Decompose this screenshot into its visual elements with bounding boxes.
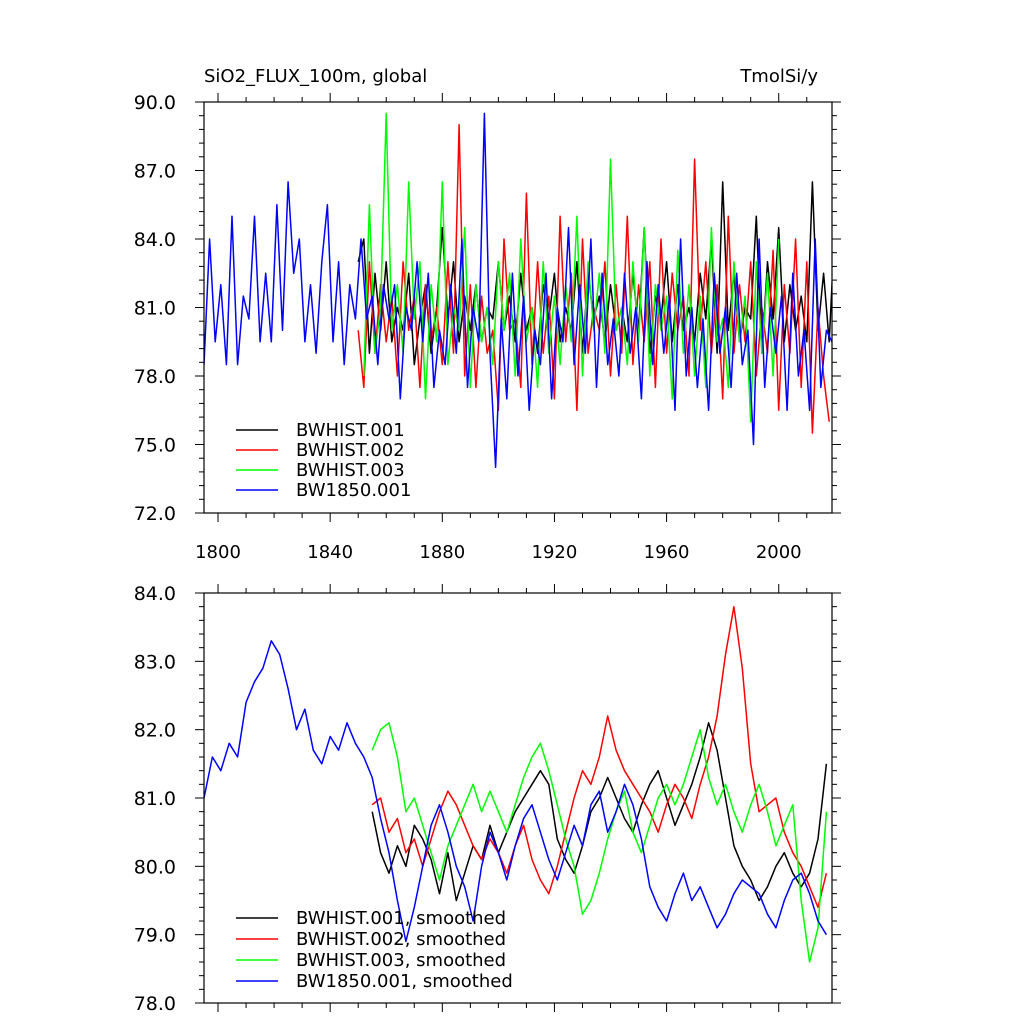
y-tick-label: 84.0 — [134, 229, 176, 251]
chart-title: SiO2_FLUX_100m, global — [204, 66, 427, 87]
legend-label: BWHIST.001, smoothed — [296, 908, 506, 929]
y-tick-label: 83.0 — [134, 651, 176, 673]
y-tick-label: 78.0 — [134, 366, 176, 388]
y-tick-label: 81.0 — [134, 788, 176, 810]
x-tick-label: 2000 — [756, 542, 802, 563]
y-tick-label: 81.0 — [134, 298, 176, 320]
legend-label: BW1850.001 — [296, 480, 411, 501]
series-line-bwhist-003-smoothed — [371, 722, 828, 963]
x-tick-label: 1960 — [644, 542, 690, 563]
y-tick-label: 80.0 — [134, 856, 176, 878]
legend-label: BWHIST.002 — [296, 440, 405, 461]
y-tick-label: 84.0 — [134, 583, 176, 605]
series-group — [204, 112, 832, 469]
y-tick-label: 78.0 — [134, 993, 176, 1015]
legend-label: BWHIST.003 — [296, 460, 405, 481]
x-tick-label: 1880 — [419, 542, 465, 563]
series-line-bwhist-003 — [363, 112, 780, 423]
y-tick-label: 79.0 — [134, 925, 176, 947]
y-tick-label: 87.0 — [134, 161, 176, 183]
series-group — [204, 605, 828, 963]
y-tick-label: 72.0 — [134, 503, 176, 525]
x-tick-label: 1920 — [532, 542, 578, 563]
x-tick-label: 1840 — [307, 542, 353, 563]
y-tick-label: 90.0 — [134, 92, 176, 114]
legend-label: BW1850.001, smoothed — [296, 971, 513, 992]
legend-label: BWHIST.002, smoothed — [296, 929, 506, 950]
series-line-bw1850-001 — [204, 112, 832, 469]
y-tick-label: 82.0 — [134, 720, 176, 742]
legend-label: BWHIST.003, smoothed — [296, 950, 506, 971]
chart-units: TmolSi/y — [739, 66, 818, 87]
legend-label: BWHIST.001 — [296, 420, 405, 441]
series-line-bwhist-002-smoothed — [371, 605, 828, 909]
series-line-bw1850-001-smoothed — [204, 640, 828, 943]
top-panel: 1800 1840 1880 1920 1960 2000 72.0 75.0 78.0 81.0… — [134, 92, 841, 563]
series-line-bwhist-001-smoothed — [371, 722, 828, 902]
bottom-panel: 78.0 79.0 80.0 81.0 82.0 83.0 84.0 BWHIST.001, … — [134, 583, 841, 1015]
x-tick-label: 1800 — [195, 542, 241, 563]
y-tick-label: 75.0 — [134, 435, 176, 457]
